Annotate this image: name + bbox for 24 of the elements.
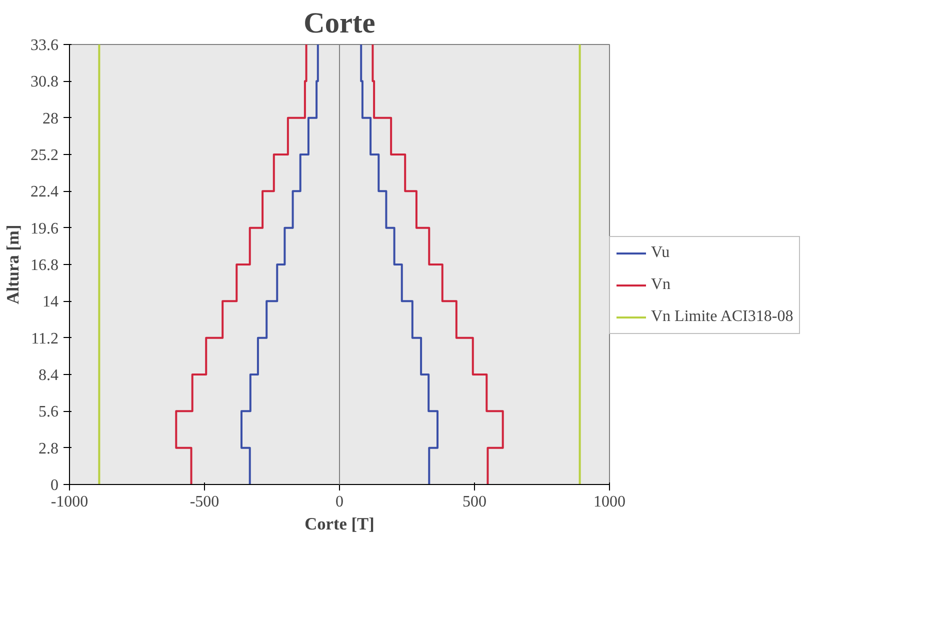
x-tick-label: 500 <box>462 494 486 510</box>
y-tick-label: 8.4 <box>38 367 58 384</box>
x-tick-label: -500 <box>190 494 220 510</box>
y-tick-label: 30.8 <box>30 74 58 91</box>
x-axis-title: Corte [T] <box>304 514 374 534</box>
y-tick-label: 28 <box>42 110 58 128</box>
x-tick-label: 0 <box>336 494 344 510</box>
chart-title: Corte <box>304 8 376 40</box>
legend-label: Vn <box>651 276 671 294</box>
legend-label: Vu <box>651 244 671 262</box>
y-tick-label: 2.8 <box>38 440 58 458</box>
x-tick-label: 1000 <box>594 494 626 510</box>
y-axis-title: Altura [m] <box>4 224 22 304</box>
y-tick-label: 11.2 <box>31 330 58 348</box>
y-tick-label: 22.4 <box>30 184 58 201</box>
y-tick-label: 25.2 <box>30 147 58 164</box>
legend-label: Vn Limite ACI318-08 <box>651 308 794 326</box>
y-tick-label: 5.6 <box>38 404 58 421</box>
y-tick-label: 16.8 <box>30 257 58 274</box>
y-tick-label: 33.6 <box>30 37 58 54</box>
x-tick-label: -1000 <box>50 494 88 510</box>
y-tick-label: 14 <box>42 294 58 311</box>
y-tick-label: 0 <box>50 477 58 494</box>
y-tick-label: 19.6 <box>30 220 58 238</box>
